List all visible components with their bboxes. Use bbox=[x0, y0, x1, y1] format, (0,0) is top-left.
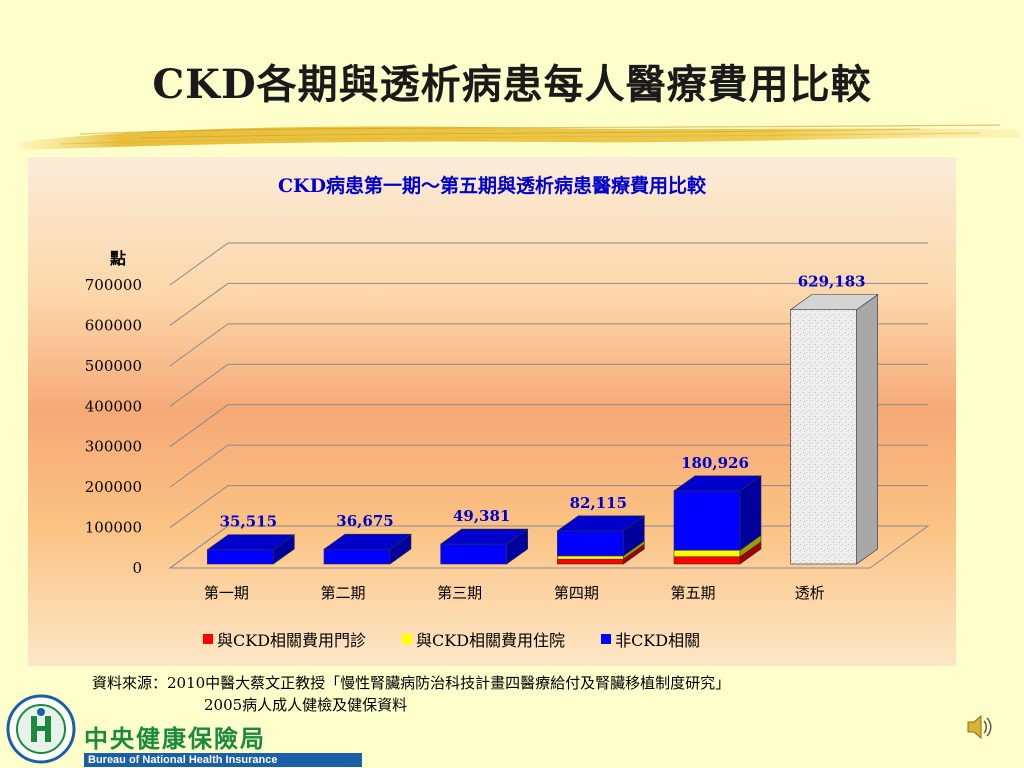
data-label: 180,926 bbox=[681, 454, 749, 472]
gridline-side bbox=[169, 283, 229, 326]
legend-swatch bbox=[601, 634, 612, 644]
bar-front bbox=[323, 548, 391, 565]
org-name-cn: 中央健康保險局 bbox=[84, 725, 266, 753]
gridline-side bbox=[169, 242, 229, 286]
legend-swatch bbox=[203, 634, 213, 644]
data-label: 35,515 bbox=[220, 513, 277, 531]
y-tick-label: 200000 bbox=[85, 478, 142, 496]
legend-item: 非CKD相關 bbox=[601, 627, 700, 651]
source-note: 資料來源：2010中醫大蔡文正教授「慢性腎臟病防治科技計畫四醫療給付及腎臟移植制… bbox=[92, 672, 730, 716]
legend-label: 非CKD相關 bbox=[615, 631, 701, 650]
gridline-side bbox=[169, 444, 229, 488]
bar-top bbox=[439, 528, 529, 545]
bar-top bbox=[206, 534, 296, 550]
legend-label: 與CKD相關費用門診 bbox=[217, 631, 367, 650]
bar-front bbox=[673, 549, 741, 558]
data-label: 82,115 bbox=[570, 494, 627, 512]
chart-legend: 與CKD相關費用門診 與CKD相關費用住院 非CKD相關 bbox=[203, 625, 700, 653]
y-tick-label: 400000 bbox=[85, 397, 142, 415]
y-tick-label: 100000 bbox=[85, 519, 142, 537]
y-tick-label: 300000 bbox=[85, 438, 142, 456]
bar-front bbox=[207, 549, 274, 565]
x-tick-label: 第三期 bbox=[437, 584, 482, 602]
data-label: 36,675 bbox=[336, 512, 393, 530]
bar-top bbox=[323, 533, 412, 550]
gridline-side bbox=[169, 363, 229, 407]
bar-front bbox=[557, 555, 624, 560]
bar-front bbox=[790, 309, 857, 565]
y-tick-label: 700000 bbox=[85, 276, 142, 294]
bar-front bbox=[673, 490, 741, 551]
nhi-logo-icon bbox=[6, 694, 76, 764]
data-label: 629,183 bbox=[798, 273, 866, 291]
slide-title: CKD各期與透析病患每人醫療費用比較 bbox=[152, 61, 872, 108]
x-tick-label: 第一期 bbox=[204, 584, 249, 602]
bar-front bbox=[557, 530, 624, 557]
legend-item: 與CKD相關費用門診 bbox=[203, 627, 366, 651]
bar-front bbox=[440, 543, 507, 565]
gridline-side bbox=[169, 404, 229, 448]
data-label: 49,381 bbox=[453, 507, 510, 525]
org-branding: 中央健康保險局 Bureau of National Health Insura… bbox=[84, 726, 374, 767]
bar-side bbox=[856, 294, 878, 565]
legend-item: 與CKD相關費用住院 bbox=[402, 627, 565, 651]
source-line-1: 資料來源：2010中醫大蔡文正教授「慢性腎臟病防治科技計畫四醫療給付及腎臟移植制… bbox=[92, 674, 731, 692]
bar-front bbox=[557, 558, 624, 565]
speaker-icon[interactable] bbox=[962, 710, 996, 744]
legend-swatch bbox=[402, 634, 413, 644]
bar-top bbox=[673, 475, 762, 492]
chart-title: CKD病患第一期～第五期與透析病患醫療費用比較 bbox=[277, 175, 707, 197]
chart-panel: CKD病患第一期～第五期與透析病患醫療費用比較 0 100000 200000 300… bbox=[28, 157, 956, 666]
x-tick-label: 第五期 bbox=[670, 584, 715, 602]
gridline-side bbox=[169, 323, 229, 367]
x-tick-label: 第二期 bbox=[320, 584, 365, 602]
chart-canvas: 0 100000 200000 300000 400000 500000 600000 700… bbox=[85, 242, 930, 602]
source-line-2: 2005病人成人健檢及健保資料 bbox=[204, 696, 408, 714]
org-name-en: Bureau of National Health Insurance bbox=[84, 753, 362, 767]
bar-front bbox=[673, 556, 741, 565]
x-tick-label: 第四期 bbox=[554, 584, 599, 602]
bar-top bbox=[556, 515, 646, 532]
gridline-side bbox=[169, 485, 229, 528]
y-tick-label: 600000 bbox=[85, 316, 142, 334]
chart-floor bbox=[168, 525, 930, 569]
x-tick-label: 透析 bbox=[795, 584, 825, 602]
title-underline-brush bbox=[20, 124, 1020, 150]
y-tick-label: 0 bbox=[132, 559, 142, 577]
y-tick-label: 500000 bbox=[85, 357, 142, 375]
y-axis-label: 點 bbox=[110, 249, 126, 268]
legend-label: 與CKD相關費用住院 bbox=[416, 631, 566, 650]
bar-top bbox=[789, 294, 879, 310]
